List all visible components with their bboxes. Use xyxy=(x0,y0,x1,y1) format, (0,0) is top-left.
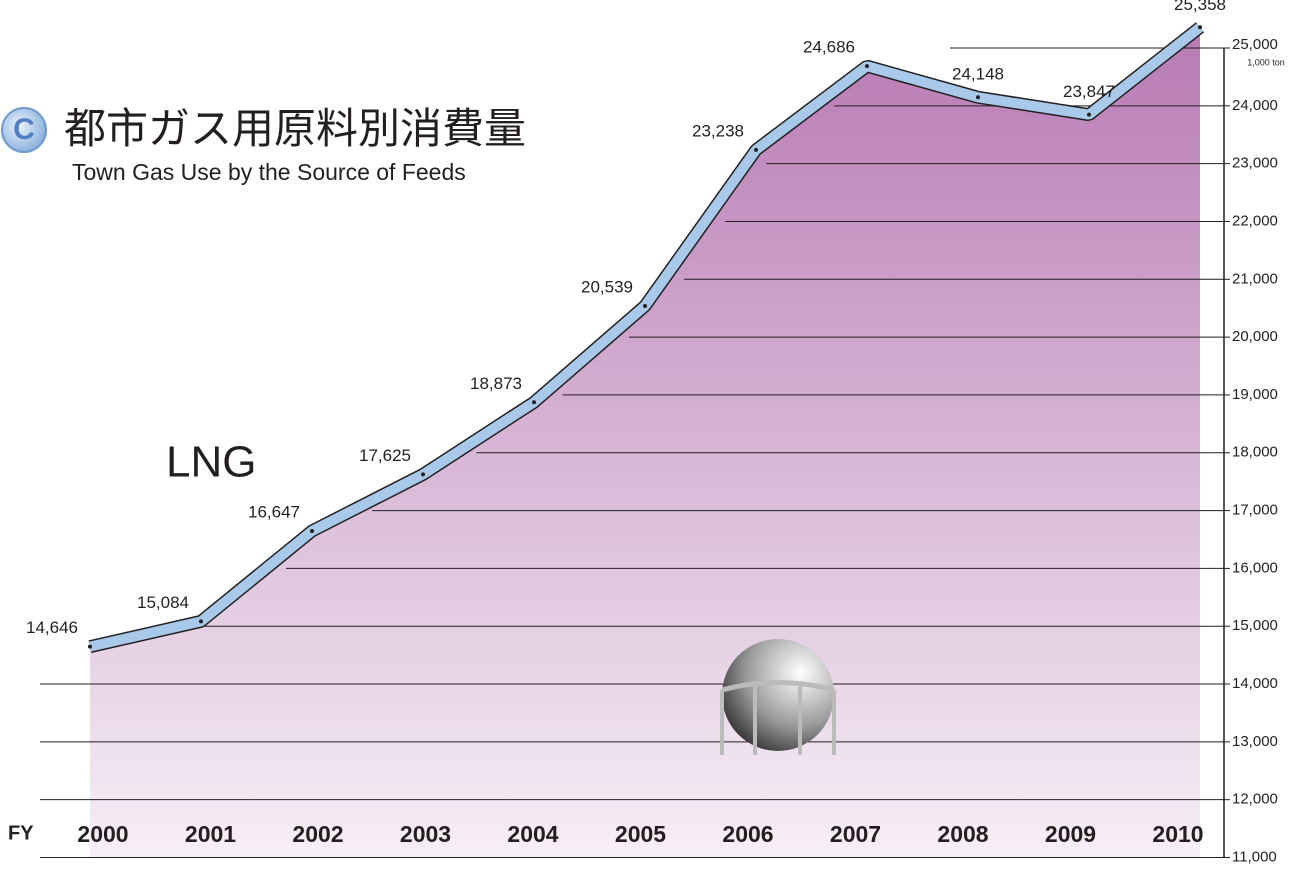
y-tick-label: 20,000 xyxy=(1232,328,1278,345)
value-label: 24,148 xyxy=(952,65,1004,84)
value-label: 23,238 xyxy=(692,121,744,140)
y-tick-label: 16,000 xyxy=(1232,559,1278,576)
y-tick-label: 18,000 xyxy=(1232,444,1278,461)
y-tick-label: 19,000 xyxy=(1232,386,1278,403)
point xyxy=(1198,25,1202,30)
plot-area xyxy=(40,27,1224,858)
chart-title: 都市ガス用原料別消費量 xyxy=(64,105,526,152)
x-tick-label: 2008 xyxy=(937,821,988,847)
x-tick-label: 2002 xyxy=(292,821,343,847)
x-tick-label: 2001 xyxy=(185,821,236,847)
annotation: LNG xyxy=(166,438,256,487)
x-tick-label: 2006 xyxy=(722,821,773,847)
point xyxy=(88,644,92,649)
x-tick-label: 2010 xyxy=(1152,821,1203,847)
badge-icon xyxy=(1,107,47,153)
y-tick-label: 17,000 xyxy=(1232,502,1278,519)
value-label: 25,358 xyxy=(1174,0,1226,14)
x-tick-label: 2003 xyxy=(400,821,451,847)
point xyxy=(754,147,758,152)
x-tick-label: 2004 xyxy=(507,821,558,847)
x-tick-label: 2009 xyxy=(1045,821,1096,847)
point xyxy=(976,95,980,100)
y-tick-label: 13,000 xyxy=(1232,733,1278,750)
unit-label: 1,000 ton xyxy=(1247,57,1285,67)
point xyxy=(643,303,647,308)
value-label: 24,686 xyxy=(803,38,855,57)
x-tick-label: 2007 xyxy=(830,821,881,847)
value-label: 18,873 xyxy=(470,374,522,393)
chart-subtitle: Town Gas Use by the Source of Feeds xyxy=(72,159,466,185)
x-tick-label: 2000 xyxy=(77,821,128,847)
value-label: 23,847 xyxy=(1063,82,1115,101)
point xyxy=(1087,112,1091,117)
value-label: 14,646 xyxy=(26,618,78,637)
y-tick-label: 14,000 xyxy=(1232,675,1278,692)
y-tick-label: 24,000 xyxy=(1232,97,1278,114)
value-label: 17,625 xyxy=(359,446,411,465)
y-tick-label: 15,000 xyxy=(1232,617,1278,634)
badge: C xyxy=(13,113,35,146)
point xyxy=(421,472,425,477)
y-tick-label: 21,000 xyxy=(1232,270,1278,287)
y-tick-label: 11,000 xyxy=(1232,848,1277,865)
value-label: 16,647 xyxy=(248,502,300,521)
value-label: 20,539 xyxy=(581,277,633,296)
y-tick-label: 12,000 xyxy=(1232,791,1278,808)
value-label: 15,084 xyxy=(137,593,189,612)
area xyxy=(90,27,1200,858)
point xyxy=(310,528,314,533)
y-tick-label: 22,000 xyxy=(1232,212,1278,229)
y-tick-label: 25,000 xyxy=(1232,36,1278,53)
point xyxy=(199,619,203,624)
x-tick-label: 2005 xyxy=(615,821,666,847)
point xyxy=(865,64,869,69)
gas-tank xyxy=(720,639,836,755)
point xyxy=(532,400,536,405)
y-tick-label: 23,000 xyxy=(1232,155,1278,172)
x-axis-label: FY xyxy=(8,822,34,844)
